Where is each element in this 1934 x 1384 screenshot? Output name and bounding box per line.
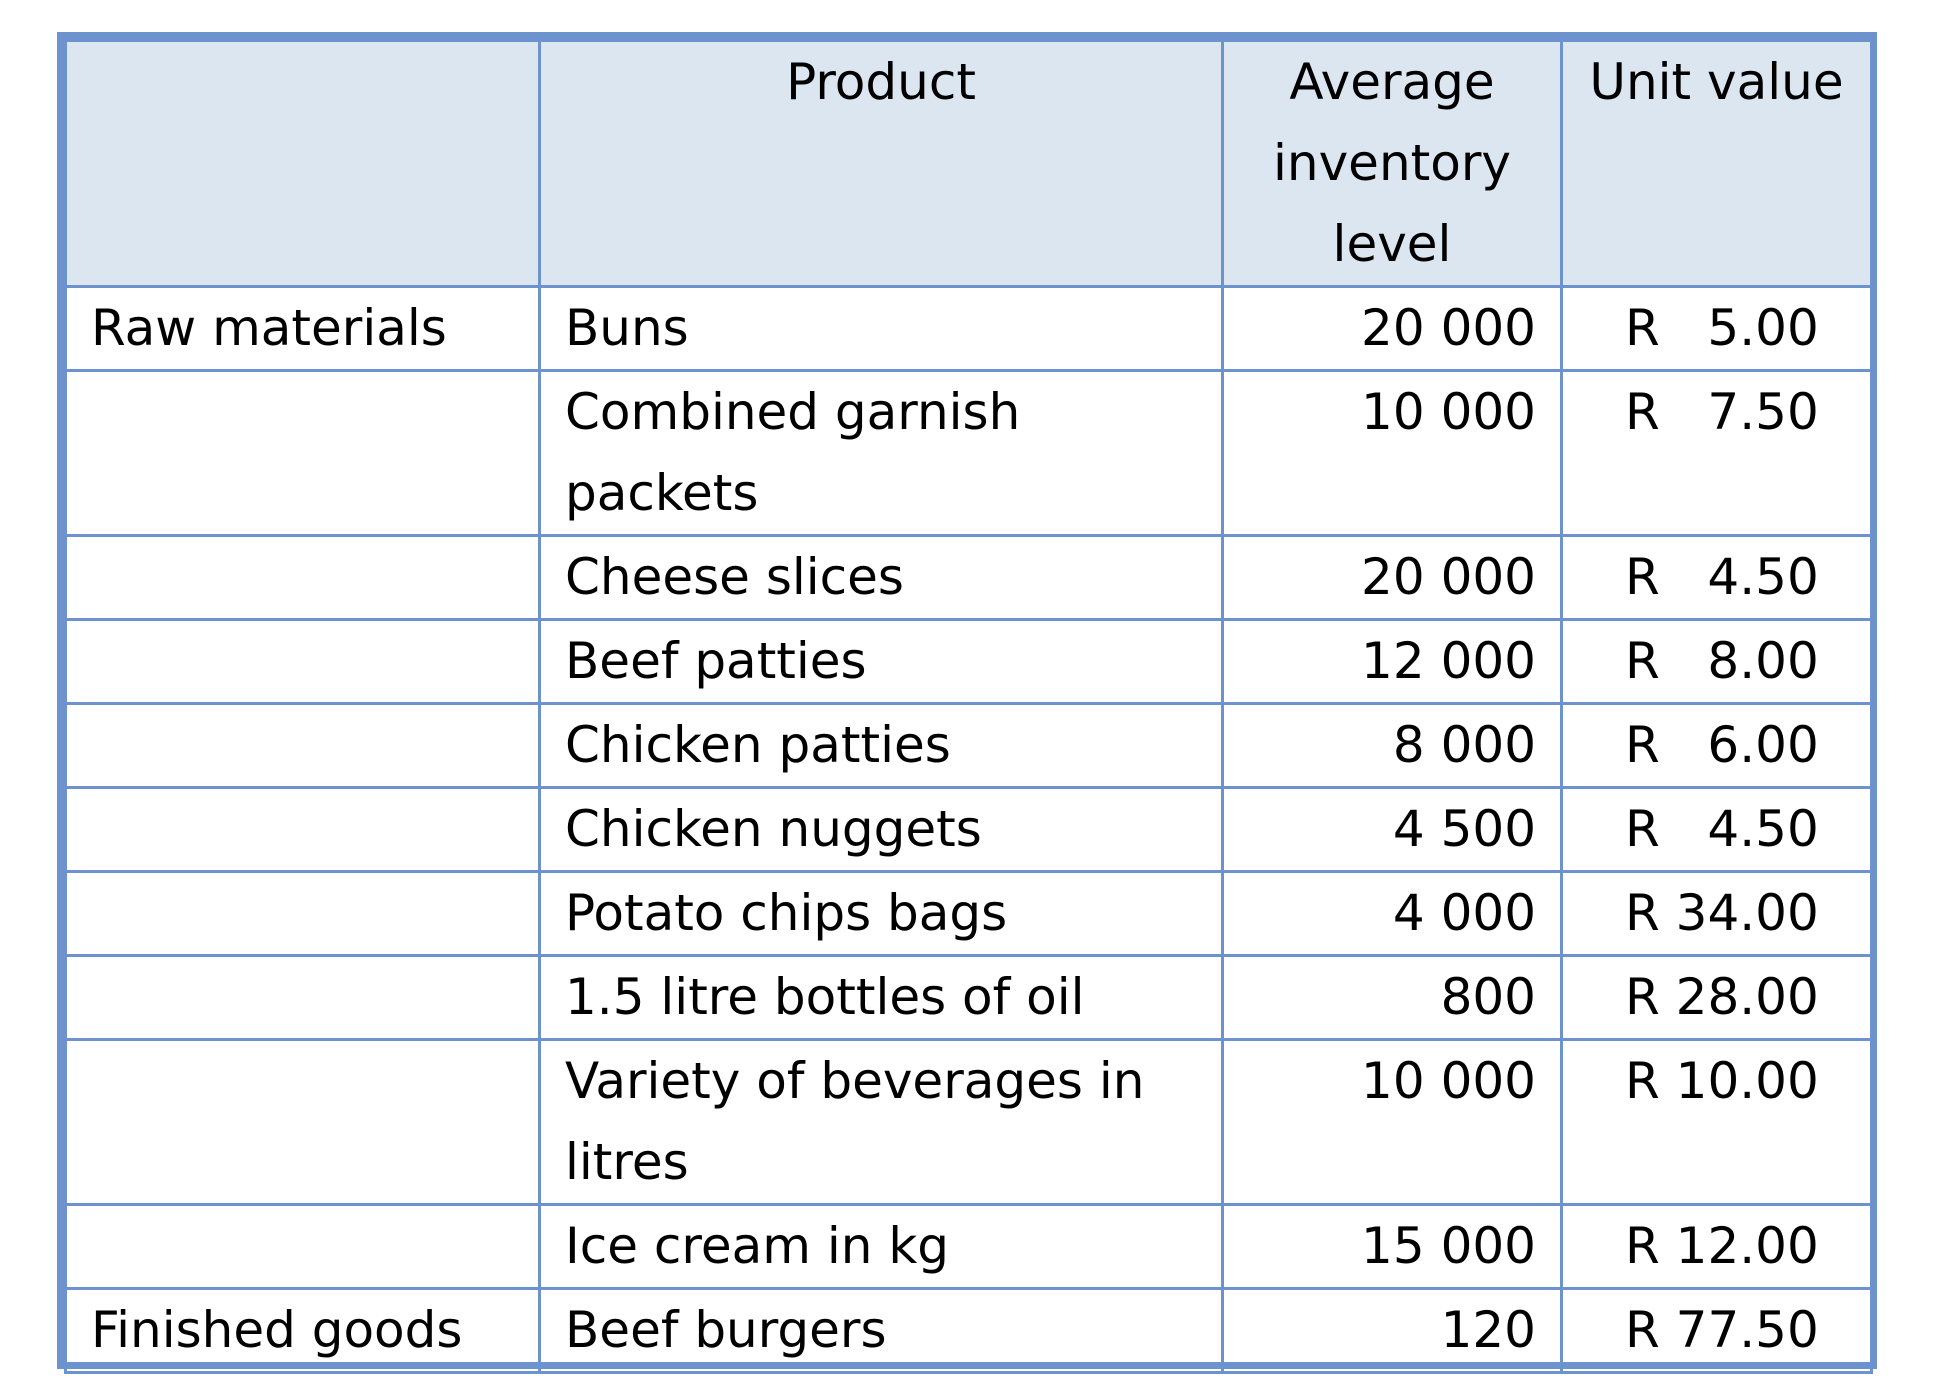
average-inventory-cell: 20 000 <box>1221 534 1563 621</box>
average-inventory-cell: 120 <box>1221 1287 1563 1374</box>
inventory-table-frame: Product Average inventory level Unit val… <box>57 32 1877 1374</box>
product-cell: Ice cream in kg <box>538 1203 1224 1290</box>
product-cell: 1.5 litre bottles of oil <box>538 954 1224 1041</box>
header-unit-value: Unit value <box>1560 39 1873 288</box>
unit-value-cell: R 4.50 <box>1560 786 1873 873</box>
average-inventory-cell: 10 000 <box>1221 369 1563 537</box>
table-row: Beef patties 12 000 R 8.00 <box>64 618 1873 705</box>
unit-value-cell: R 34.00 <box>1560 870 1873 957</box>
table-row: Variety of beverages in litres 10 000 R … <box>64 1038 1873 1206</box>
unit-value-cell: R 4.50 <box>1560 534 1873 621</box>
table-row: Chicken nuggets 4 500 R 4.50 <box>64 786 1873 873</box>
table-row: 1.5 litre bottles of oil 800 R 28.00 <box>64 954 1873 1041</box>
table-row: Cheese slices 20 000 R 4.50 <box>64 534 1873 621</box>
header-average-inventory-level: Average inventory level <box>1221 39 1563 288</box>
unit-value-cell: R 12.00 <box>1560 1203 1873 1290</box>
table-row: Finished goods Beef burgers 120 R 77.50 <box>64 1287 1873 1374</box>
average-inventory-cell: 8 000 <box>1221 702 1563 789</box>
unit-value-cell: R 8.00 <box>1560 618 1873 705</box>
product-cell: Chicken nuggets <box>538 786 1224 873</box>
category-cell: Finished goods <box>64 1287 541 1374</box>
table-row: Combined garnish packets 10 000 R 7.50 <box>64 369 1873 537</box>
product-cell: Combined garnish packets <box>538 369 1224 537</box>
category-cell <box>64 870 541 957</box>
average-inventory-cell: 12 000 <box>1221 618 1563 705</box>
table-row: Ice cream in kg 15 000 R 12.00 <box>64 1203 1873 1290</box>
inventory-table: Product Average inventory level Unit val… <box>64 39 1873 1374</box>
header-row: Product Average inventory level Unit val… <box>64 39 1873 288</box>
category-cell <box>64 618 541 705</box>
category-cell <box>64 954 541 1041</box>
category-cell <box>64 786 541 873</box>
unit-value-cell: R 6.00 <box>1560 702 1873 789</box>
product-cell: Beef burgers <box>538 1287 1224 1374</box>
unit-value-cell: R 10.00 <box>1560 1038 1873 1206</box>
product-cell: Beef patties <box>538 618 1224 705</box>
unit-value-cell: R 28.00 <box>1560 954 1873 1041</box>
header-product: Product <box>538 39 1224 288</box>
category-cell <box>64 1203 541 1290</box>
average-inventory-cell: 20 000 <box>1221 285 1563 372</box>
category-cell <box>64 369 541 537</box>
header-category <box>64 39 541 288</box>
average-inventory-cell: 4 000 <box>1221 870 1563 957</box>
category-cell <box>64 1038 541 1206</box>
unit-value-cell: R 7.50 <box>1560 369 1873 537</box>
table-row: Raw materials Buns 20 000 R 5.00 <box>64 285 1873 372</box>
average-inventory-cell: 800 <box>1221 954 1563 1041</box>
category-cell: Raw materials <box>64 285 541 372</box>
unit-value-cell: R 5.00 <box>1560 285 1873 372</box>
unit-value-cell: R 77.50 <box>1560 1287 1873 1374</box>
category-cell <box>64 702 541 789</box>
category-cell <box>64 534 541 621</box>
product-cell: Potato chips bags <box>538 870 1224 957</box>
average-inventory-cell: 4 500 <box>1221 786 1563 873</box>
average-inventory-cell: 10 000 <box>1221 1038 1563 1206</box>
average-inventory-cell: 15 000 <box>1221 1203 1563 1290</box>
product-cell: Chicken patties <box>538 702 1224 789</box>
table-row: Chicken patties 8 000 R 6.00 <box>64 702 1873 789</box>
product-cell: Cheese slices <box>538 534 1224 621</box>
product-cell: Variety of beverages in litres <box>538 1038 1224 1206</box>
table-row: Potato chips bags 4 000 R 34.00 <box>64 870 1873 957</box>
product-cell: Buns <box>538 285 1224 372</box>
